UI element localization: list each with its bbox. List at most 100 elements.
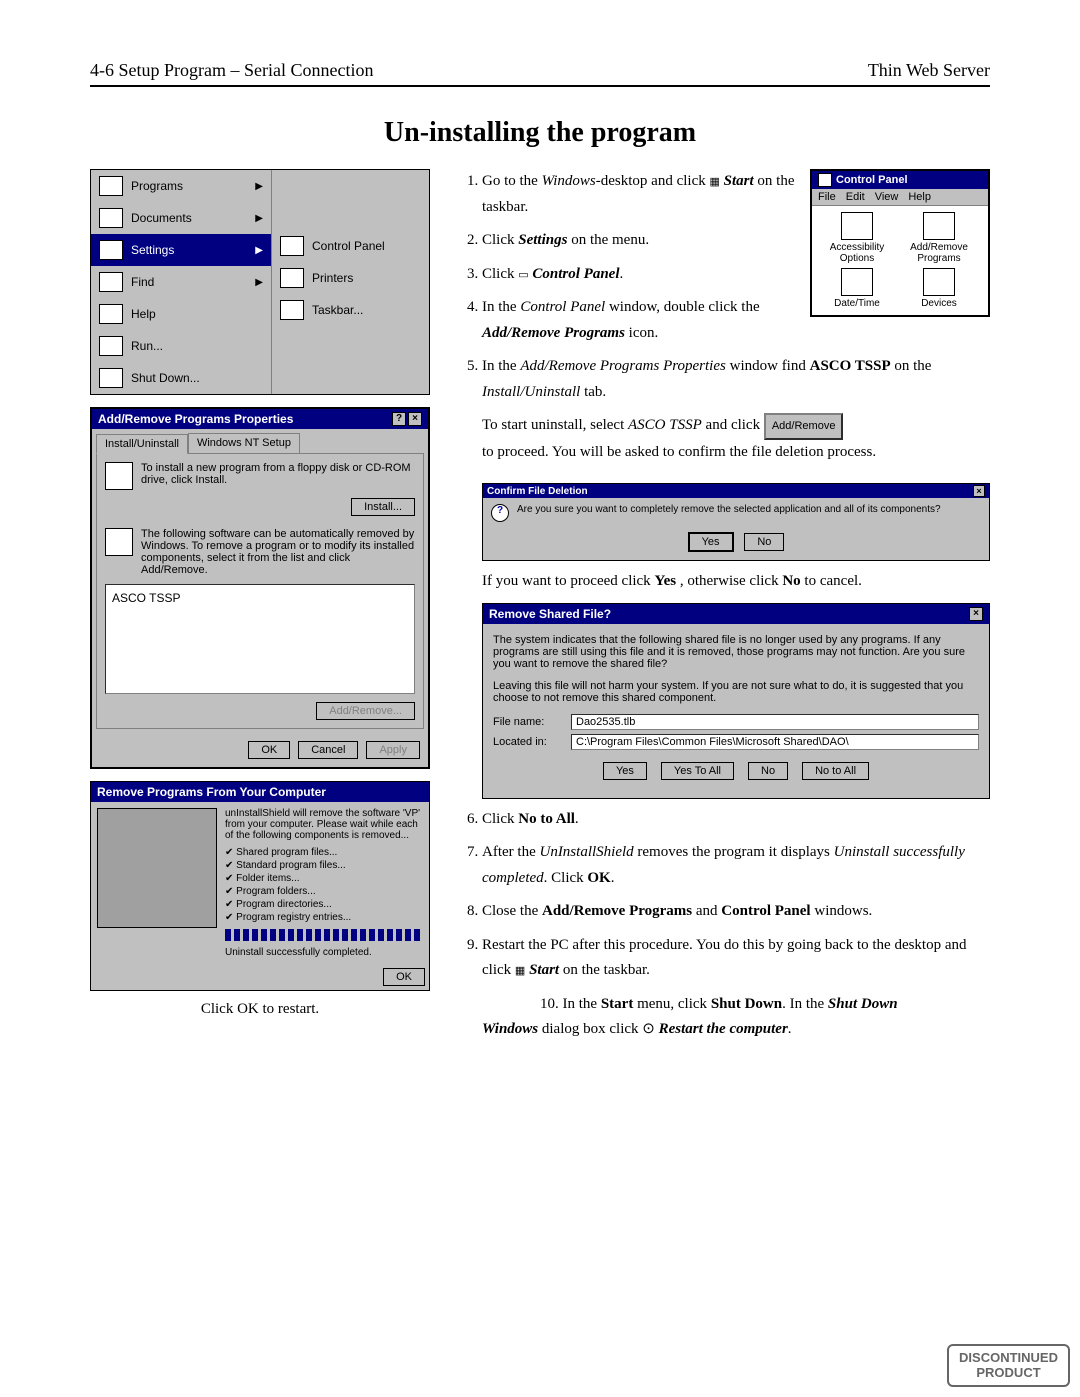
cancel-button[interactable]: Cancel — [298, 741, 358, 759]
uninst-ok-button[interactable]: OK — [383, 968, 425, 986]
shared-yes-button[interactable]: Yes — [603, 762, 647, 780]
cp-menubar: File Edit View Help — [812, 189, 988, 206]
cp-menu-help[interactable]: Help — [908, 191, 931, 203]
check-item: ✔ Standard program files... — [225, 860, 423, 871]
shared-p2: Leaving this file will not harm your sys… — [493, 680, 979, 704]
confirm-text: Are you sure you want to completely remo… — [517, 504, 941, 515]
instruction-list-cont: In the Add/Remove Programs Properties wi… — [482, 354, 990, 405]
menu-programs[interactable]: Programs▶ — [91, 170, 271, 202]
uninstall-shield-dialog: Remove Programs From Your Computer unIns… — [90, 781, 430, 991]
shared-p1: The system indicates that the following … — [493, 634, 979, 670]
tab-row: Install/Uninstall Windows NT Setup — [92, 429, 428, 453]
programs-icon — [99, 176, 123, 196]
uninstall-start-paragraph: To start uninstall, select ASCO TSSP and… — [482, 413, 990, 465]
list-item-asco[interactable]: ASCO TSSP — [112, 591, 408, 605]
add-remove-dialog: Add/Remove Programs Properties ? × Insta… — [90, 407, 430, 769]
check-item: ✔ Program folders... — [225, 886, 423, 897]
shared-yes-all-button[interactable]: Yes To All — [661, 762, 734, 780]
install-disk-icon — [105, 462, 133, 490]
cp-title-icon — [818, 173, 832, 187]
cp-icon-addremove[interactable]: Add/Remove Programs — [900, 212, 978, 264]
discontinued-stamp: DISCONTINUED PRODUCT — [947, 1344, 1070, 1387]
start-menu-mock: Programs▶ Documents▶ Settings▶ Find▶ Hel… — [90, 169, 430, 395]
find-icon — [99, 272, 123, 292]
shared-no-button[interactable]: No — [748, 762, 788, 780]
ok-button[interactable]: OK — [248, 741, 290, 759]
dialog-title-text: Add/Remove Programs Properties — [98, 412, 293, 426]
confirm-yes-button[interactable]: Yes — [688, 532, 734, 552]
cp-menu-view[interactable]: View — [875, 191, 899, 203]
run-icon — [99, 336, 123, 356]
menu-run[interactable]: Run... — [91, 330, 271, 362]
cp-icon-devices[interactable]: Devices — [900, 268, 978, 309]
control-panel-window: Control Panel File Edit View Help Access… — [810, 169, 990, 317]
question-icon: ? — [491, 504, 509, 522]
uninstall-graphic — [97, 808, 217, 928]
close-icon[interactable]: × — [973, 485, 985, 497]
cp-menu-file[interactable]: File — [818, 191, 836, 203]
uninst-intro: unInstallShield will remove the software… — [225, 808, 423, 841]
step-5: In the Add/Remove Programs Properties wi… — [482, 354, 990, 405]
shutdown-icon — [99, 368, 123, 388]
header-right: Thin Web Server — [868, 60, 990, 81]
filename-field: Dao2535.tlb — [571, 714, 979, 730]
step-6: Click No to All. — [482, 807, 990, 833]
help-icon — [99, 304, 123, 324]
progress-bar — [225, 929, 423, 941]
install-description: To install a new program from a floppy d… — [141, 462, 415, 490]
add-remove-inline-button[interactable]: Add/Remove — [764, 413, 844, 440]
step-10: 10. In the Start menu, click Shut Down. … — [540, 992, 990, 1018]
filename-label: File name: — [493, 716, 563, 728]
shared-title: Remove Shared File? — [489, 607, 611, 621]
dialog-titlebar: Add/Remove Programs Properties ? × — [92, 409, 428, 429]
menu-settings[interactable]: Settings▶ — [91, 234, 271, 266]
submenu-printers[interactable]: Printers — [272, 262, 429, 294]
location-label: Located in: — [493, 736, 563, 748]
settings-icon — [99, 240, 123, 260]
cp-menu-edit[interactable]: Edit — [846, 191, 865, 203]
install-button[interactable]: Install... — [351, 498, 415, 516]
cp-icon-datetime[interactable]: Date/Time — [818, 268, 896, 309]
proceed-text: If you want to proceed click Yes , other… — [482, 569, 990, 595]
instruction-list-cont2: Click No to All. After the UnInstallShie… — [482, 807, 990, 984]
submenu-control-panel[interactable]: Control Panel — [272, 230, 429, 262]
add-remove-button[interactable]: Add/Remove... — [316, 702, 415, 720]
menu-find[interactable]: Find▶ — [91, 266, 271, 298]
cp-title: Control Panel — [812, 171, 988, 189]
addremove-icon — [923, 212, 955, 240]
remove-description: The following software can be automatica… — [141, 528, 415, 576]
check-item: ✔ Program directories... — [225, 899, 423, 910]
menu-help[interactable]: Help — [91, 298, 271, 330]
accessibility-icon — [841, 212, 873, 240]
confirm-no-button[interactable]: No — [744, 533, 784, 551]
location-field: C:\Program Files\Common Files\Microsoft … — [571, 734, 979, 750]
check-item: ✔ Shared program files... — [225, 847, 423, 858]
check-item: ✔ Program registry entries... — [225, 912, 423, 923]
step-7: After the UnInstallShield removes the pr… — [482, 840, 990, 891]
close-icon[interactable]: × — [969, 607, 983, 621]
datetime-icon — [841, 268, 873, 296]
uninst-titlebar: Remove Programs From Your Computer — [91, 782, 429, 802]
program-list[interactable]: ASCO TSSP — [105, 584, 415, 694]
check-item: ✔ Folder items... — [225, 873, 423, 884]
step-8: Close the Add/Remove Programs and Contro… — [482, 899, 990, 925]
shared-no-all-button[interactable]: No to All — [802, 762, 869, 780]
close-icon[interactable]: × — [408, 412, 422, 426]
confirm-title: Confirm File Deletion — [487, 486, 588, 497]
menu-shutdown[interactable]: Shut Down... — [91, 362, 271, 394]
apply-button[interactable]: Apply — [366, 741, 420, 759]
confirm-file-deletion-dialog: Confirm File Deletion × ? Are you sure yo… — [482, 483, 990, 561]
control-panel-icon — [280, 236, 304, 256]
help-icon[interactable]: ? — [392, 412, 406, 426]
tab-nt-setup[interactable]: Windows NT Setup — [188, 433, 300, 453]
menu-documents[interactable]: Documents▶ — [91, 202, 271, 234]
page-header: 4-6 Setup Program – Serial Connection Th… — [90, 60, 990, 87]
page-title: Un-installing the program — [90, 117, 990, 149]
taskbar-icon — [280, 300, 304, 320]
click-ok-restart: Click OK to restart. — [90, 1001, 430, 1018]
cp-icon-accessibility[interactable]: Accessibility Options — [818, 212, 896, 264]
step-10-cont: Windows dialog box click ⊙ Restart the c… — [482, 1017, 990, 1043]
step-9: Restart the PC after this procedure. You… — [482, 933, 990, 984]
tab-install-uninstall[interactable]: Install/Uninstall — [96, 434, 188, 454]
submenu-taskbar[interactable]: Taskbar... — [272, 294, 429, 326]
